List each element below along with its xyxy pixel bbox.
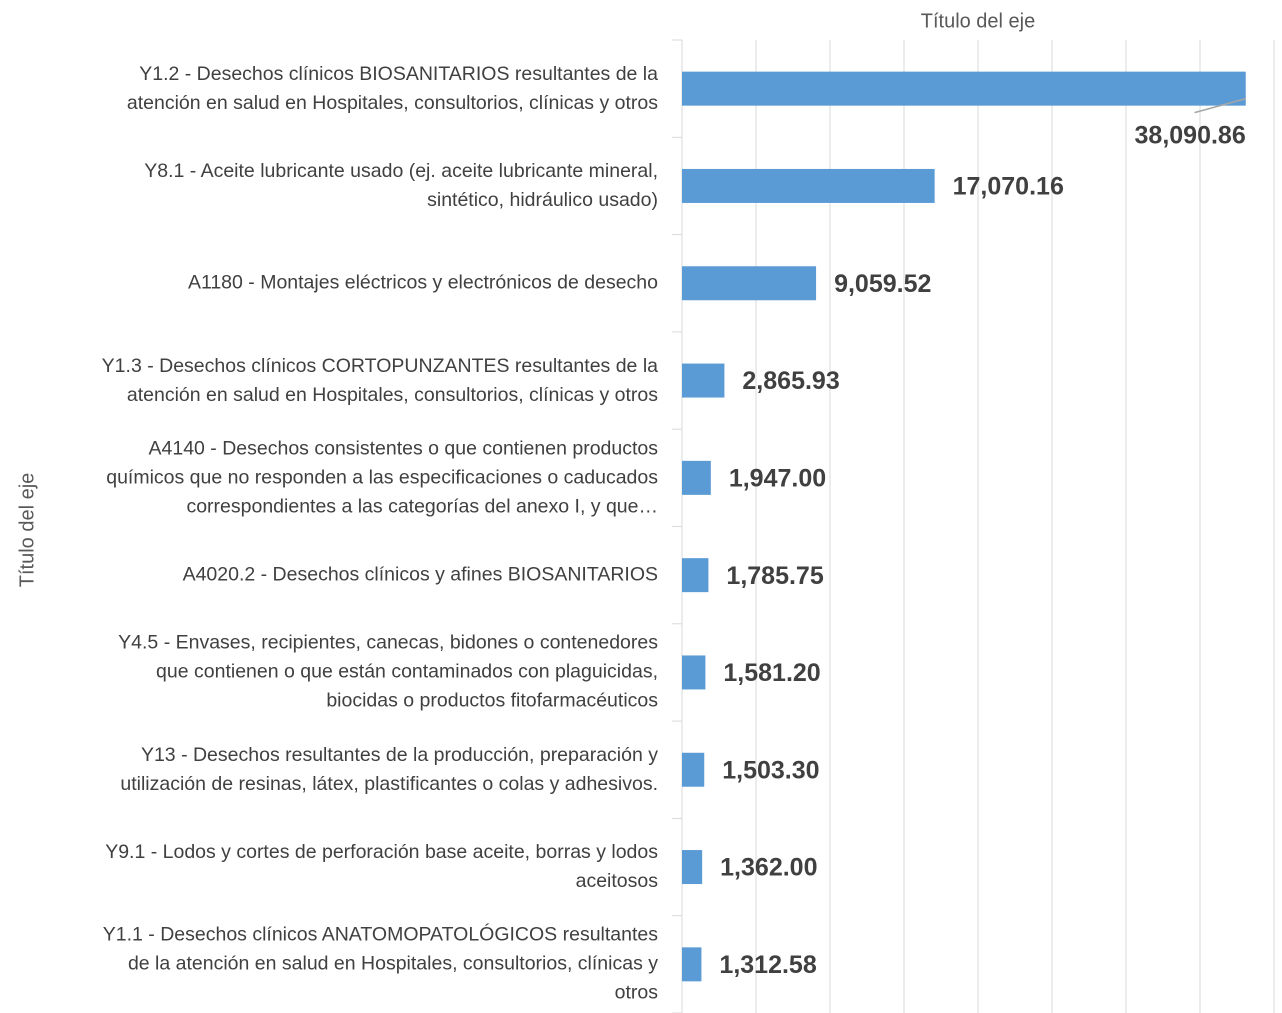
bar [682, 655, 706, 690]
value-label: 9,059.52 [834, 270, 931, 298]
y-tick-label: Y1.1 - Desechos clínicos ANATOMOPATOLÓGI… [102, 923, 658, 1004]
bar [682, 363, 725, 398]
value-label: 1,312.58 [719, 951, 816, 979]
value-label: 1,785.75 [726, 562, 823, 590]
y-tick-label: A1180 - Montajes eléctricos y electrónic… [187, 271, 658, 294]
y-tick-label: A4140 - Desechos consistentes o que cont… [106, 437, 658, 518]
y-axis-title: Título del eje [16, 473, 38, 588]
bar [682, 947, 702, 982]
y-tick-label: Y9.1 - Lodos y cortes de perforación bas… [105, 841, 658, 893]
y-tick-label: Y1.2 - Desechos clínicos BIOSANITARIOS r… [126, 62, 658, 114]
value-label: 1,503.30 [722, 756, 819, 784]
value-label: 1,362.00 [720, 854, 817, 882]
value-label: 38,090.86 [1135, 121, 1246, 149]
y-tick-label: Y13 - Desechos resultantes de la producc… [120, 743, 658, 795]
bar [682, 460, 711, 495]
y-tick-label: Y8.1 - Aceite lubricante usado (ej. acei… [144, 159, 658, 211]
bar [682, 266, 817, 301]
y-tick-label: A4020.2 - Desechos clínicos y afines BIO… [182, 563, 658, 586]
value-label: 1,581.20 [723, 659, 820, 687]
value-label: 17,070.16 [953, 173, 1064, 201]
y-tick-label: Y1.3 - Desechos clínicos CORTOPUNZANTES … [101, 354, 658, 406]
value-label: 2,865.93 [742, 367, 839, 395]
bar [682, 752, 705, 787]
y-tick-label: Y4.5 - Envases, recipientes, canecas, bi… [118, 631, 658, 712]
bar [682, 558, 709, 593]
bar [682, 71, 1246, 106]
leader-line [1194, 97, 1246, 114]
bar [682, 168, 935, 203]
value-label: 1,947.00 [729, 464, 826, 492]
x-axis-title: Título del eje [921, 10, 1036, 32]
bar [682, 850, 703, 885]
